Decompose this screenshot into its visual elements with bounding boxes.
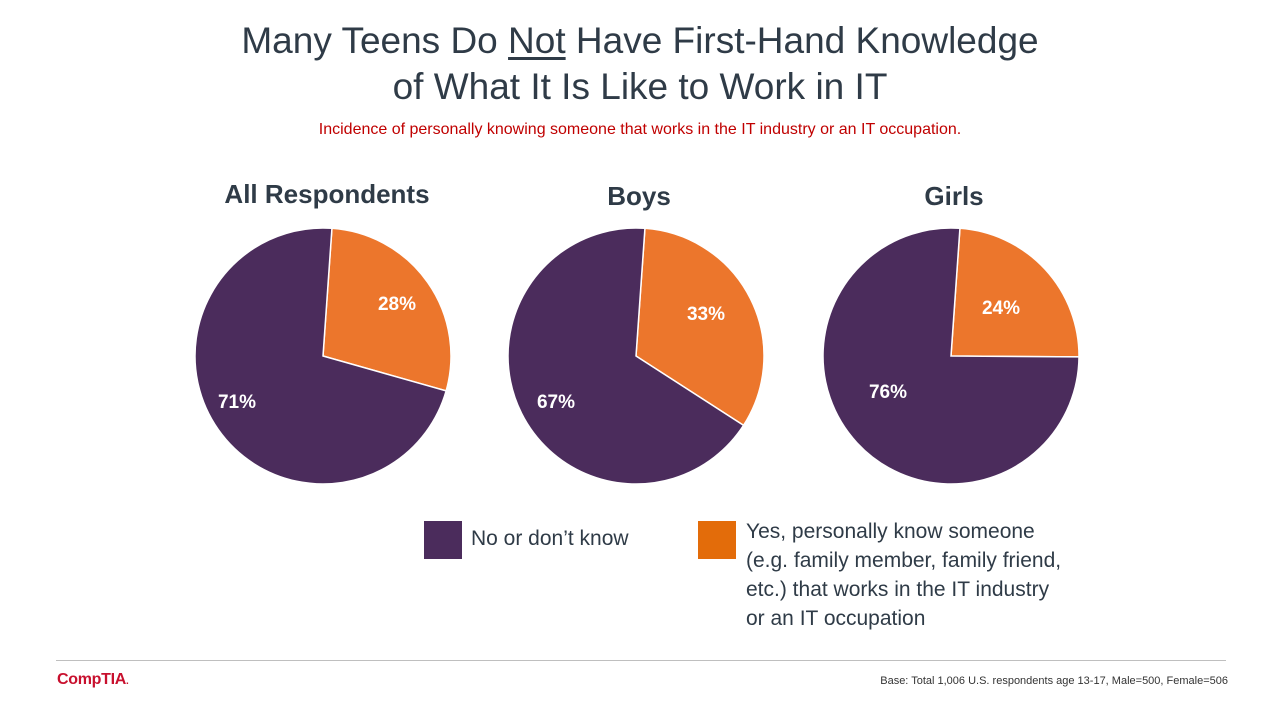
legend-label-yes-line-4: or an IT occupation [746,607,926,630]
title-line-1: Many Teens Do Not Have First-Hand Knowle… [0,18,1280,64]
chart-title-boys: Boys [607,181,671,211]
page-title: Many Teens Do Not Have First-Hand Knowle… [0,18,1280,110]
title-text-pre: Many Teens Do [241,20,509,61]
data-label-boys-yes: 33% [687,304,725,325]
legend-label-yes-line-1: Yes, personally know someone [746,520,1035,543]
title-text-emphasis: Not [508,20,566,61]
legend-swatch-no [424,521,462,559]
comptia-logo: CompTIA. [57,671,129,689]
data-label-all-respondents-no: 71% [218,392,256,413]
logo-text: CompTIA [57,671,127,688]
title-text-post: Have First-Hand Knowledge [565,20,1039,61]
footer-divider [56,660,1226,661]
pie-slice-all-respondents-no [194,227,448,485]
logo-mark: . [126,676,129,687]
legend-label-yes-line-2: (e.g. family member, family friend, [746,549,1062,572]
data-label-girls-yes: 24% [982,298,1020,319]
data-label-girls-no: 76% [869,382,907,403]
legend-swatch-yes [698,521,736,559]
pie-slice-boys-no [507,227,745,485]
subtitle: Incidence of personally knowing someone … [318,121,962,138]
base-footnote: Base: Total 1,006 U.S. respondents age 1… [880,675,1228,687]
legend-label-no: No or don’t know [471,527,629,550]
legend-label-yes-line-3: etc.) that works in the IT industry [746,578,1050,601]
pie-slice-all-respondents-yes [322,227,452,392]
data-label-boys-no: 67% [537,392,575,413]
chart-title-girls: Girls [924,181,984,211]
pie-slice-girls-yes [950,227,1080,358]
title-line-2: of What It Is Like to Work in IT [392,66,888,107]
legend-label-yes: Yes, personally know someone (e.g. famil… [746,517,1061,633]
data-label-all-respondents-yes: 28% [378,294,416,315]
chart-title-all-respondents: All Respondents [224,179,430,209]
pie-slice-girls-no [822,227,1080,485]
